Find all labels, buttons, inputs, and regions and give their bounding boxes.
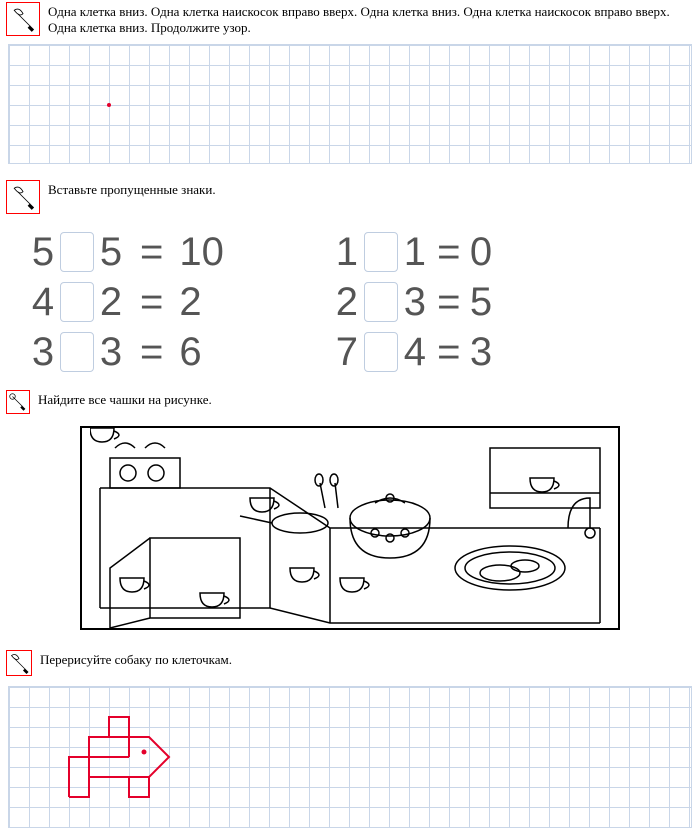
operator-blank[interactable] [60, 332, 94, 372]
result: 10 [179, 228, 224, 276]
operand-a: 1 [334, 228, 360, 276]
start-dot [107, 103, 111, 107]
operand-a: 4 [30, 278, 56, 326]
equation: 74=3 [334, 328, 514, 376]
equals-sign: = [436, 228, 462, 276]
operand-a: 5 [30, 228, 56, 276]
equals-sign: = [140, 278, 163, 326]
operand-b: 3 [98, 328, 124, 376]
result: 5 [470, 278, 514, 326]
operand-b: 1 [402, 228, 428, 276]
equals-sign: = [140, 228, 163, 276]
operator-blank[interactable] [60, 282, 94, 322]
equation: 11=0 [334, 228, 514, 276]
task-1: Одна клетка вниз. Одна клетка наискосок … [0, 0, 700, 164]
task1-instruction: Одна клетка вниз. Одна клетка наискосок … [0, 0, 700, 44]
task-4: Перерисуйте собаку по клеточкам. [0, 648, 700, 828]
task-3: Найдите все чашки на рисунке. [0, 388, 700, 630]
result: 2 [179, 278, 223, 326]
equation: 55 = 10 [30, 228, 224, 276]
pencil-icon [6, 650, 32, 676]
operand-b: 2 [98, 278, 124, 326]
equals-sign: = [436, 278, 462, 326]
operator-blank[interactable] [364, 332, 398, 372]
result: 3 [470, 328, 514, 376]
equation: 42=2 [30, 278, 224, 326]
operand-a: 2 [334, 278, 360, 326]
operand-b: 3 [402, 278, 428, 326]
pencil-icon [6, 2, 40, 36]
operand-b: 5 [98, 228, 124, 276]
math-equations: 55=1042=233=6 11=023=574=3 [0, 222, 700, 384]
pencil-icon [6, 180, 40, 214]
kitchen-illustration [80, 426, 620, 630]
task-2: Вставьте пропущенные знаки. 55=1042=233=… [0, 178, 700, 384]
task1-grid [8, 44, 692, 164]
operator-blank[interactable] [60, 232, 94, 272]
equation: 23=5 [334, 278, 514, 326]
equals-sign: = [436, 328, 462, 376]
task2-instruction: Вставьте пропущенные знаки. [0, 178, 700, 222]
operator-blank[interactable] [364, 282, 398, 322]
result: 6 [179, 328, 223, 376]
operand-b: 4 [402, 328, 428, 376]
dog-shape [49, 697, 209, 817]
operator-blank[interactable] [364, 232, 398, 272]
task4-instruction: Перерисуйте собаку по клеточкам. [0, 648, 700, 684]
operand-a: 3 [30, 328, 56, 376]
task3-instruction: Найдите все чашки на рисунке. [0, 388, 700, 422]
equation: 33 = 6 [30, 328, 224, 376]
result: 0 [470, 228, 514, 276]
operand-a: 7 [334, 328, 360, 376]
equals-sign: = [140, 328, 163, 376]
pencil-icon [6, 390, 30, 414]
task4-grid [8, 686, 692, 828]
